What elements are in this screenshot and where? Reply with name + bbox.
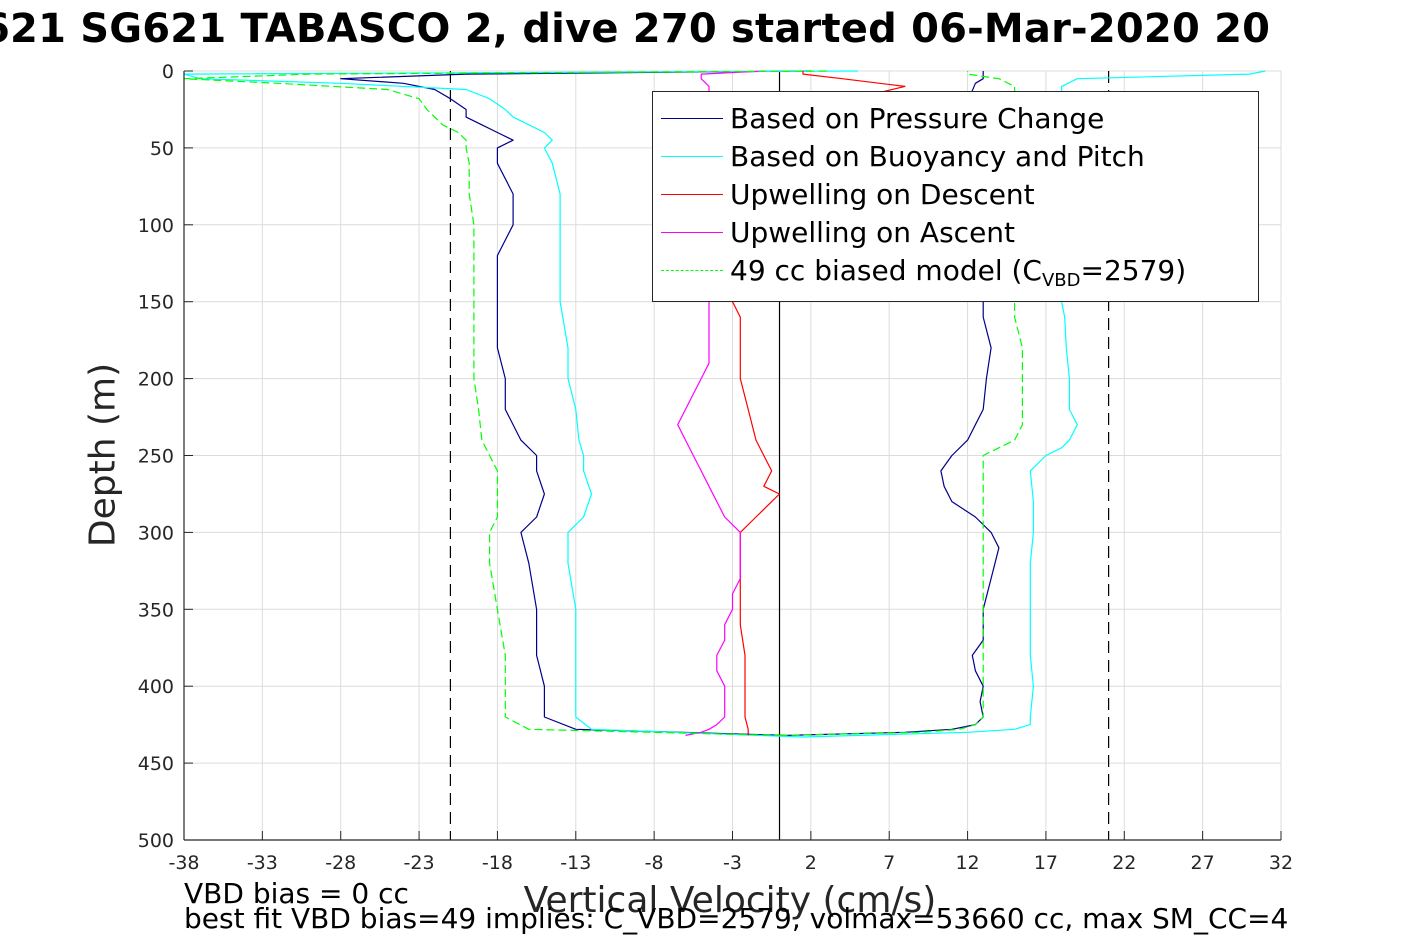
x-tick-label: -28 bbox=[325, 852, 356, 874]
y-tick-label: 150 bbox=[138, 292, 174, 314]
legend-label-upwelling-ascent: Upwelling on Ascent bbox=[730, 216, 1016, 249]
x-tick-label: 12 bbox=[955, 852, 979, 874]
x-tick-label: 32 bbox=[1269, 852, 1293, 874]
y-tick-label: 250 bbox=[138, 446, 174, 468]
y-axis-label: Depth (m) bbox=[82, 362, 124, 548]
legend-swatch-upwelling-ascent bbox=[661, 232, 723, 233]
x-tick-label: 27 bbox=[1191, 852, 1215, 874]
legend-item-buoyancy-pitch: Based on Buoyancy and Pitch bbox=[653, 134, 1258, 173]
chart-title-text: 621 SG621 TABASCO 2, dive 270 started 06… bbox=[0, 6, 1271, 52]
y-tick-labels: 0 50 100 150 200 250 300 350 400 450 500 bbox=[138, 61, 174, 852]
x-tick-label: 7 bbox=[883, 852, 895, 874]
y-tick-label: 300 bbox=[138, 522, 174, 544]
legend-item-upwelling-descent: Upwelling on Descent bbox=[653, 172, 1258, 211]
legend-label-buoyancy-pitch: Based on Buoyancy and Pitch bbox=[730, 140, 1145, 173]
legend-swatch-biased-model bbox=[661, 270, 723, 271]
x-tick-label: 17 bbox=[1034, 852, 1058, 874]
axes bbox=[183, 70, 1282, 841]
y-tick-label: 0 bbox=[162, 61, 174, 83]
x-tick-labels: -38 -33 -28 -23 -18 -13 -8 -3 2 7 12 17 22 27 32 bbox=[168, 852, 1293, 874]
legend-label-pressure-change: Based on Pressure Change bbox=[730, 102, 1105, 135]
legend-item-pressure-change: Based on Pressure Change bbox=[653, 96, 1258, 135]
x-tick-label: -3 bbox=[723, 852, 742, 874]
x-tick-label: -23 bbox=[404, 852, 435, 874]
legend-label-upwelling-descent: Upwelling on Descent bbox=[730, 178, 1035, 211]
series-line bbox=[340, 70, 811, 736]
y-tick-label: 350 bbox=[138, 599, 174, 621]
x-axis-label: Vertical Velocity (cm/s) bbox=[523, 880, 937, 921]
footnote-best-fit: best fit VBD bias=49 implies: C_VBD=2579… bbox=[184, 902, 1289, 935]
series-line bbox=[183, 70, 858, 738]
x-tick-label: 2 bbox=[805, 852, 817, 874]
x-tick-label: -33 bbox=[247, 852, 278, 874]
x-tick-label: -8 bbox=[645, 852, 664, 874]
legend: Based on Pressure Change Based on Buoyan… bbox=[652, 91, 1259, 302]
legend-item-upwelling-ascent: Upwelling on Ascent bbox=[653, 210, 1258, 249]
legend-label-biased-model-sub: VBD bbox=[1041, 270, 1081, 291]
legend-swatch-upwelling-descent bbox=[661, 194, 723, 195]
footnote-vbd-bias: VBD bias = 0 cc bbox=[184, 877, 409, 910]
legend-label-biased-model-tail: =2579) bbox=[1080, 254, 1187, 287]
y-tick-label: 450 bbox=[138, 753, 174, 775]
legend-swatch-pressure-change bbox=[661, 118, 723, 119]
legend-label-biased-model-main: 49 cc biased model (C bbox=[730, 254, 1042, 287]
x-tick-label: -13 bbox=[560, 852, 591, 874]
legend-label-biased-model: 49 cc biased model (CVBD=2579) bbox=[730, 254, 1186, 291]
y-tick-label: 100 bbox=[138, 215, 174, 237]
y-tick-label: 400 bbox=[138, 676, 174, 698]
x-tick-label: 22 bbox=[1112, 852, 1136, 874]
x-tick-label: -38 bbox=[168, 852, 199, 874]
y-tick-label: 200 bbox=[138, 369, 174, 391]
series-line bbox=[183, 70, 827, 736]
y-tick-label: 50 bbox=[150, 138, 174, 160]
legend-item-biased-model: 49 cc biased model (CVBD=2579) bbox=[653, 248, 1258, 291]
y-tick-label: 500 bbox=[138, 830, 174, 852]
x-tick-label: -18 bbox=[482, 852, 513, 874]
legend-swatch-buoyancy-pitch bbox=[661, 156, 723, 157]
